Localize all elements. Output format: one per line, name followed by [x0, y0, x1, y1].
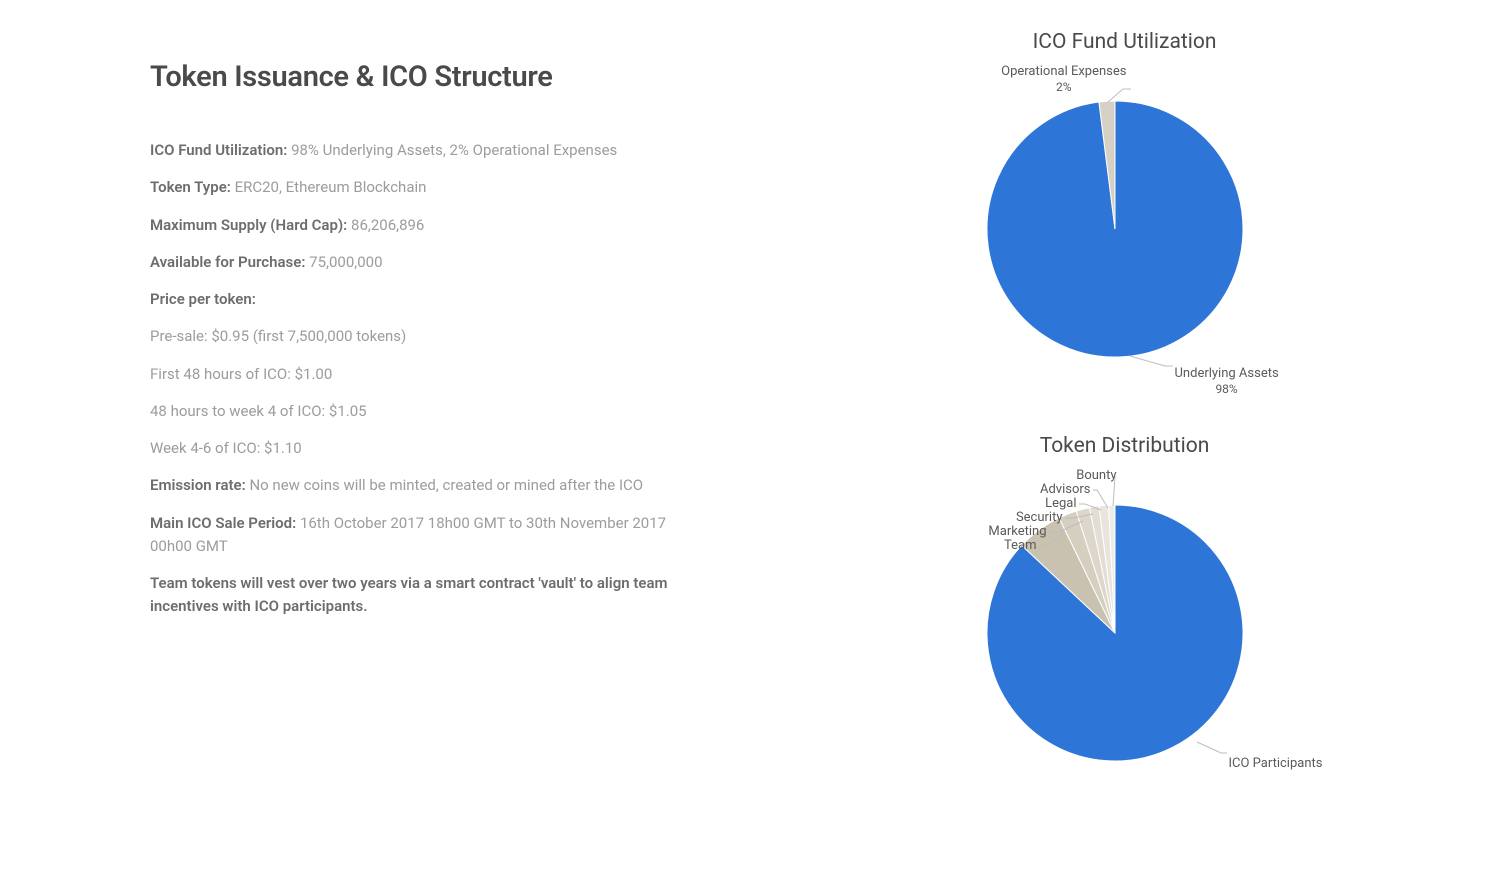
- callout-label: ICO Participants: [1229, 756, 1323, 772]
- chart-token-distribution: Token Distribution ICO ParticipantsBount…: [885, 434, 1365, 788]
- label-emission: Emission rate:: [150, 476, 246, 494]
- value-token-type: ERC20, Ethereum Blockchain: [235, 178, 427, 196]
- callout-leader: [1130, 356, 1173, 366]
- text-column: Token Issuance & ICO Structure ICO Fund …: [150, 60, 710, 788]
- callout-label: Operational Expenses2%: [1001, 64, 1126, 95]
- value-emission: No new coins will be minted, created or …: [249, 476, 643, 494]
- chart-fund-title: ICO Fund Utilization: [1033, 30, 1217, 54]
- callout-label: Underlying Assets98%: [1175, 366, 1279, 397]
- info-emission: Emission rate: No new coins will be mint…: [150, 474, 710, 497]
- page-title: Token Issuance & ICO Structure: [150, 60, 710, 94]
- pie-dist: ICO ParticipantsBountyAdvisorsLegalSecur…: [885, 468, 1365, 788]
- info-main-period: Main ICO Sale Period: 16th October 2017 …: [150, 512, 710, 559]
- info-price-presale: Pre-sale: $0.95 (first 7,500,000 tokens): [150, 325, 710, 348]
- label-main-period: Main ICO Sale Period:: [150, 514, 296, 532]
- callout-leader: [1197, 742, 1227, 753]
- info-token-type: Token Type: ERC20, Ethereum Blockchain: [150, 176, 710, 199]
- info-price-w46: Week 4-6 of ICO: $1.10: [150, 437, 710, 460]
- callout-label: Team: [1004, 538, 1037, 554]
- value-max-supply: 86,206,896: [351, 216, 424, 234]
- charts-column: ICO Fund Utilization Underlying Assets98…: [830, 30, 1419, 788]
- value-fund-util: 98% Underlying Assets, 2% Operational Ex…: [291, 141, 617, 159]
- info-fund-util: ICO Fund Utilization: 98% Underlying Ass…: [150, 139, 710, 162]
- info-price-48h-w4: 48 hours to week 4 of ICO: $1.05: [150, 400, 710, 423]
- value-available: 75,000,000: [309, 253, 382, 271]
- page-root: Token Issuance & ICO Structure ICO Fund …: [0, 0, 1499, 828]
- chart-dist-title: Token Distribution: [1040, 434, 1210, 458]
- chart-fund-utilization: ICO Fund Utilization Underlying Assets98…: [915, 30, 1335, 404]
- info-max-supply: Maximum Supply (Hard Cap): 86,206,896: [150, 214, 710, 237]
- label-fund-util: ICO Fund Utilization:: [150, 141, 287, 159]
- label-price: Price per token:: [150, 290, 256, 308]
- info-price-label: Price per token:: [150, 288, 710, 311]
- label-max-supply: Maximum Supply (Hard Cap):: [150, 216, 347, 234]
- info-available: Available for Purchase: 75,000,000: [150, 251, 710, 274]
- vesting-note: Team tokens will vest over two years via…: [150, 572, 710, 619]
- label-available: Available for Purchase:: [150, 253, 305, 271]
- pie-fund: Underlying Assets98% Operational Expenses…: [915, 64, 1335, 404]
- info-price-48h: First 48 hours of ICO: $1.00: [150, 363, 710, 386]
- label-token-type: Token Type:: [150, 178, 231, 196]
